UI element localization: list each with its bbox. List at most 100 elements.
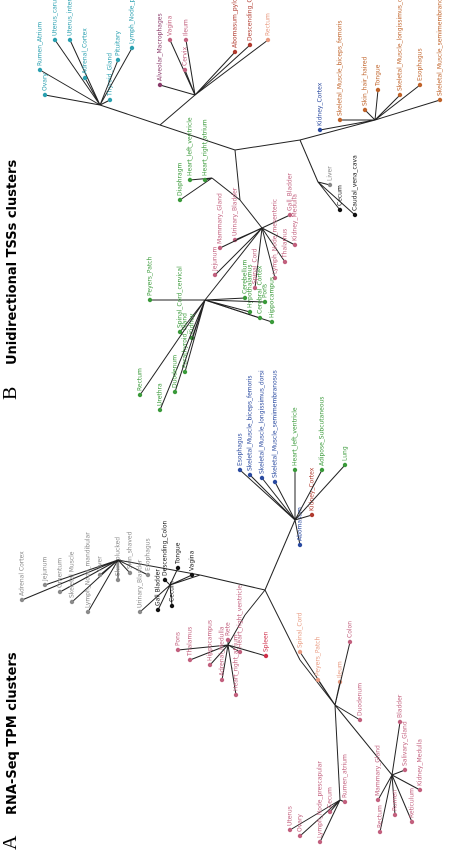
leaf-branch: [334, 641, 351, 706]
leaf-node: [392, 812, 398, 818]
leaf-node: [247, 42, 253, 48]
leaf-label: Heart_right_atrium: [233, 634, 240, 691]
leaf-branch: [261, 477, 296, 521]
leaf-branch: [391, 774, 413, 823]
leaf-node: [233, 692, 239, 698]
leaf-node: [232, 49, 238, 55]
leaf-node: [69, 599, 75, 605]
leaf-node: [67, 37, 73, 43]
leaf-node: [57, 589, 63, 595]
leaf-branch: [227, 644, 237, 696]
leaf-branch: [174, 299, 206, 393]
leaf-label: Descending_Colon: [247, 0, 254, 41]
leaf-node: [402, 767, 408, 773]
leaf-label: Adrenal_Cortex: [82, 28, 89, 74]
leaf-label: Cervix: [182, 46, 189, 66]
leaf-label: Hippocampus: [207, 620, 214, 661]
tree-branch: [234, 139, 301, 151]
tree-branch: [334, 704, 341, 801]
leaf-label: Spleen: [263, 631, 270, 652]
leaf-branch: [391, 721, 401, 776]
tree-branch: [169, 574, 201, 586]
leaf-branch: [261, 214, 291, 229]
leaf-branch: [117, 559, 149, 576]
leaf-label: Kidney_Medulla: [417, 739, 424, 786]
panel-letter: A: [0, 835, 21, 850]
leaf-label: Skeletal_Muscle_biceps_femoris: [247, 375, 254, 471]
leaf-node: [375, 797, 381, 803]
leaf-node: [409, 819, 415, 825]
leaf-branch: [261, 227, 296, 246]
leaf-label: Peyers_Patch: [147, 256, 154, 296]
leaf-label: Rectum: [377, 805, 384, 828]
leaf-label: Esophagus: [145, 538, 152, 571]
leaf-branch: [391, 774, 396, 816]
leaf-node: [257, 315, 263, 321]
leaf-label: Reticulum: [409, 788, 416, 818]
leaf-node: [175, 565, 181, 571]
leaf-label: Skeletal_Muscle_semimembranosus: [437, 0, 444, 96]
leaf-label: Skin_plucked: [115, 537, 122, 576]
leaf-node: [85, 609, 91, 615]
leaf-node: [237, 467, 243, 473]
leaf-label: Salivary_Gland: [402, 721, 409, 766]
leaf-label: Spinal_Cord: [252, 248, 259, 284]
leaf-node: [287, 212, 293, 218]
leaf-label: Duodenum: [357, 683, 364, 716]
leaf-label: Thyroid_Gland: [107, 53, 114, 97]
leaf-branch: [177, 644, 229, 651]
leaf-label: Mammary_Gland: [375, 745, 382, 796]
leaf-branch: [194, 51, 236, 96]
leaf-branch: [209, 644, 229, 666]
leaf-node: [417, 82, 423, 88]
leaf-branch: [184, 69, 196, 96]
leaf-node: [319, 467, 325, 473]
leaf-branch: [377, 774, 393, 801]
leaf-label: Kidney_Medulla: [292, 194, 299, 241]
leaf-branch: [374, 99, 441, 121]
leaf-branch: [317, 679, 336, 706]
leaf-node: [172, 389, 178, 395]
leaf-node: [265, 37, 271, 43]
leaf-label: Thalamus: [282, 229, 289, 259]
leaf-branch: [185, 39, 196, 96]
tree-branch: [264, 589, 301, 661]
leaf-label: Uterus_caruncle: [52, 0, 59, 36]
leaf-node: [145, 572, 151, 578]
leaf-node: [187, 657, 193, 663]
leaf-branch: [274, 481, 296, 521]
leaf-node: [217, 245, 223, 251]
leaf-node: [147, 297, 153, 303]
leaf-node: [177, 197, 183, 203]
leaf-label: Thalamus: [187, 627, 194, 657]
leaf-node: [342, 799, 348, 805]
leaf-node: [115, 577, 121, 583]
leaf-node: [337, 207, 343, 213]
leaf-node: [292, 467, 298, 473]
leaf-node: [97, 572, 103, 578]
leaf-label: Parathyroid_Gland: [182, 313, 189, 368]
leaf-branch: [139, 299, 206, 396]
leaf-label: Adrenal_Medulla: [219, 626, 226, 676]
leaf-label: Tongue: [175, 542, 182, 565]
leaf-node: [327, 809, 333, 815]
leaf-node: [297, 649, 303, 655]
leaf-branch: [254, 227, 263, 289]
leaf-label: Peyers_Patch: [315, 636, 322, 676]
leaf-label: Abomasum_pyloric: [232, 0, 239, 48]
leaf-node: [107, 97, 113, 103]
leaf-label: Kidney_Cortex: [317, 82, 324, 126]
tree-branch: [264, 519, 296, 591]
leaf-branch: [319, 119, 376, 131]
leaf-label: Lymph_Node_prescapular: [129, 0, 136, 44]
leaf-node: [269, 319, 275, 325]
leaf-node: [309, 512, 315, 518]
leaf-label: Ileum: [337, 661, 344, 678]
leaf-branch: [117, 559, 131, 574]
leaf-branch: [87, 559, 119, 613]
tree-branch: [299, 659, 336, 706]
tree-branch: [199, 574, 266, 591]
tree-branch: [239, 199, 263, 229]
leaf-label: Adrenal Cortex: [19, 551, 26, 596]
leaf-node: [362, 107, 368, 113]
